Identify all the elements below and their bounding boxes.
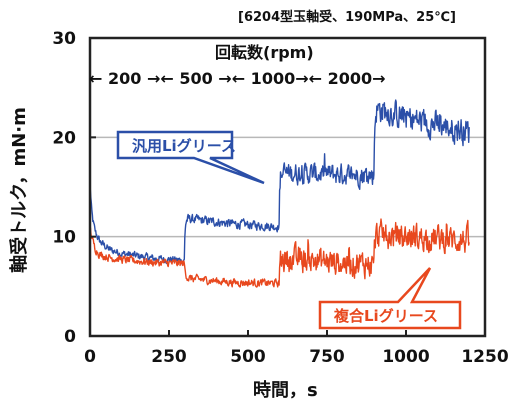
x-tick-label-0: 0: [84, 347, 96, 367]
series-line-0: [89, 99, 470, 265]
callout-box-general-li: [116, 130, 265, 185]
series-lines: [89, 99, 470, 288]
x-tick-label-4: 1000: [382, 347, 429, 367]
legend-label-general-li: 汎用Liグリース: [132, 137, 236, 155]
legend-callout-composite-li: 複合Liグリース: [318, 267, 462, 330]
legend-label-composite-li: 複合Liグリース: [333, 307, 438, 325]
y-axis-title: 軸受トルク，mN·m: [8, 107, 30, 273]
legend-callout-general-li: 汎用Liグリース: [116, 130, 265, 185]
y-tick-label-1: 10: [52, 228, 76, 248]
x-axis-title: 時間，s: [253, 380, 318, 401]
speed-header: 回転数(rpm): [215, 43, 314, 62]
plot-frame: [88, 36, 487, 338]
x-tick-label-2: 500: [230, 347, 266, 367]
phase-row: ← 200 →← 500 →← 1000→← 2000→: [89, 69, 386, 88]
x-tick-label-3: 750: [309, 347, 345, 367]
x-tick-label-1: 250: [151, 347, 187, 367]
x-tick-label-5: 1250: [461, 347, 508, 367]
y-tick-label-3: 30: [52, 29, 76, 49]
series-line-1: [89, 218, 470, 288]
axis-ticks: 0 250 500 750 1000 1250 0 10 20 30: [52, 29, 508, 367]
callout-box-composite-li: [318, 267, 462, 330]
test-condition-note: [6204型玉軸受、190MPa、25℃]: [238, 10, 456, 25]
y-tick-label-0: 0: [64, 327, 76, 347]
y-tick-label-2: 20: [52, 128, 76, 148]
